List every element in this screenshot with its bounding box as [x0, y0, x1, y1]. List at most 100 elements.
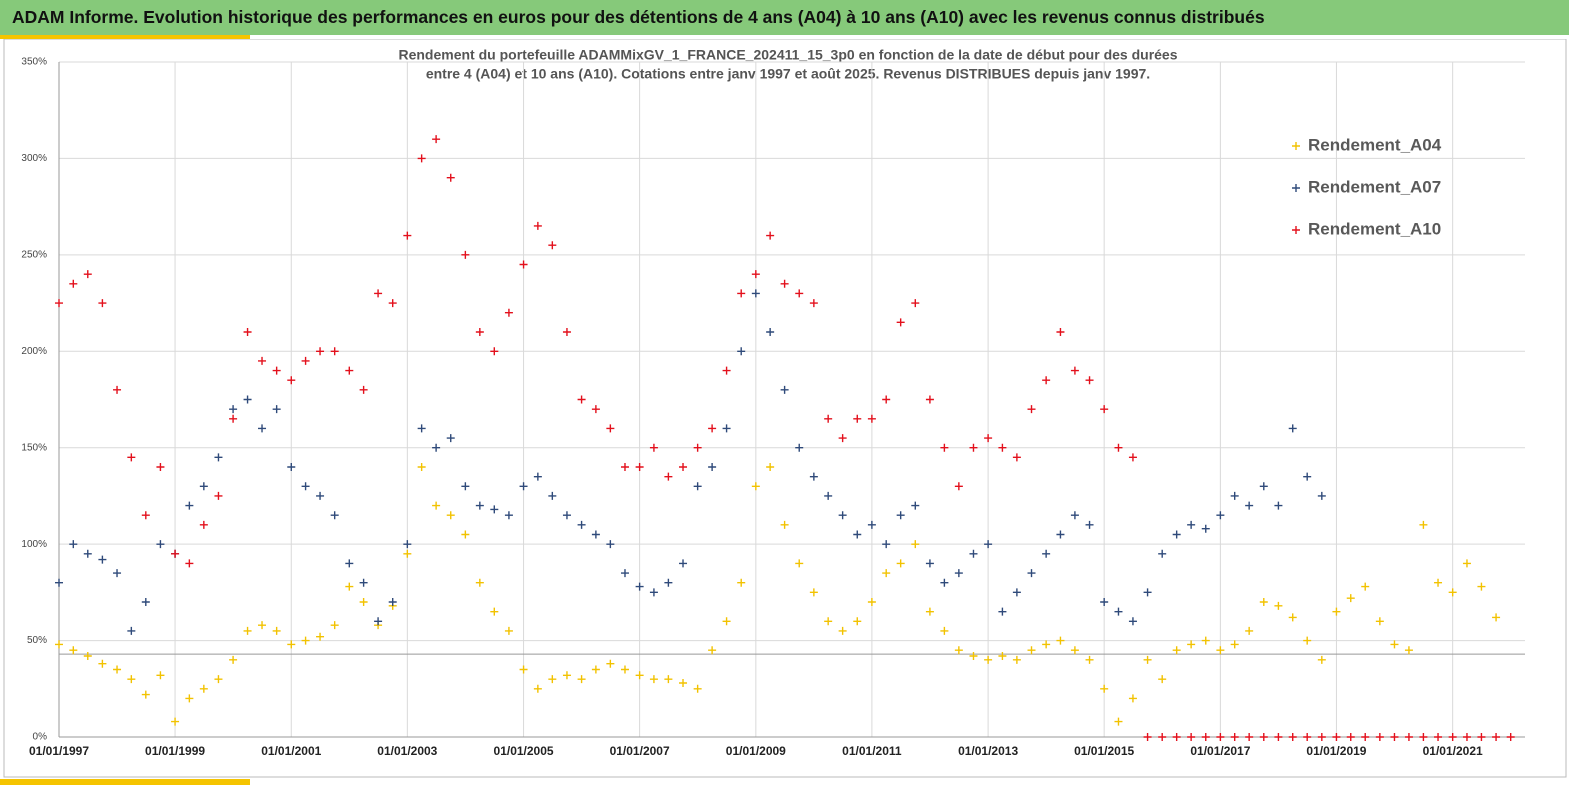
data-point — [98, 555, 107, 564]
data-point — [243, 328, 252, 336]
data-point — [1245, 626, 1254, 635]
data-point — [1375, 733, 1384, 741]
data-point — [1375, 617, 1384, 626]
page-title: ADAM Informe. Evolution historique des p… — [12, 7, 1265, 27]
data-point — [432, 443, 441, 452]
data-point — [243, 626, 252, 635]
data-point — [1317, 655, 1326, 664]
data-point — [649, 588, 658, 597]
legend-label: Rendement_A07 — [1308, 177, 1441, 196]
data-point — [562, 511, 571, 520]
data-point — [533, 472, 542, 481]
data-point — [882, 395, 891, 404]
data-point — [316, 632, 325, 641]
data-point — [258, 356, 267, 365]
data-point — [780, 279, 789, 288]
data-point — [1230, 733, 1239, 741]
data-point — [113, 385, 122, 394]
data-point — [141, 690, 150, 699]
header-bar: ADAM Informe. Evolution historique des p… — [0, 0, 1569, 35]
data-point — [533, 684, 542, 693]
data-point — [1027, 405, 1036, 414]
data-point — [998, 607, 1007, 616]
data-point — [664, 472, 673, 481]
data-point — [199, 482, 208, 491]
data-point — [417, 154, 426, 163]
data-point — [1114, 717, 1123, 726]
data-point — [1317, 491, 1326, 500]
data-point — [127, 453, 136, 462]
data-point — [185, 501, 194, 510]
data-point — [127, 675, 136, 684]
data-point — [548, 675, 557, 684]
data-point — [533, 221, 542, 230]
data-point — [1056, 636, 1065, 645]
data-point — [171, 549, 180, 558]
data-point — [1477, 582, 1486, 591]
data-point — [83, 549, 92, 558]
x-tick-label: 01/01/2007 — [610, 744, 670, 758]
data-point — [591, 665, 600, 674]
data-point — [1012, 453, 1021, 462]
data-point — [562, 671, 571, 680]
accent-strip — [0, 35, 250, 39]
data-point — [156, 671, 165, 680]
data-point — [766, 328, 775, 336]
data-point — [475, 328, 484, 336]
data-point — [896, 559, 905, 568]
data-point — [359, 385, 368, 394]
data-point — [287, 640, 296, 649]
data-point — [708, 463, 717, 471]
data-point — [330, 347, 339, 356]
data-point — [577, 675, 586, 684]
data-point — [490, 505, 499, 514]
data-point — [69, 279, 78, 288]
accent-strip — [0, 779, 250, 785]
data-point — [1012, 588, 1021, 597]
data-point — [693, 443, 702, 452]
data-point — [1303, 733, 1312, 741]
data-point — [1158, 675, 1167, 684]
x-tick-label: 01/01/1997 — [29, 744, 89, 758]
data-point — [838, 434, 847, 443]
data-point — [591, 530, 600, 539]
data-point — [1245, 501, 1254, 510]
data-point — [911, 501, 920, 510]
data-point — [1100, 598, 1109, 606]
data-point — [229, 405, 238, 414]
data-point — [403, 549, 412, 558]
data-point — [867, 598, 876, 606]
y-tick-label: 50% — [27, 635, 47, 646]
data-point — [809, 472, 818, 481]
data-point — [69, 646, 78, 655]
legend-marker — [1292, 142, 1300, 150]
data-point — [475, 578, 484, 587]
data-point — [127, 626, 136, 635]
data-point — [1492, 733, 1501, 741]
data-point — [620, 569, 629, 578]
data-point — [606, 659, 615, 668]
data-point — [287, 463, 296, 471]
data-point — [591, 405, 600, 414]
data-point — [1042, 549, 1051, 558]
data-point — [345, 559, 354, 568]
data-point — [504, 626, 513, 635]
data-point — [693, 482, 702, 491]
y-tick-label: 300% — [21, 153, 47, 164]
data-point — [1288, 424, 1297, 433]
data-point — [55, 578, 63, 587]
data-point — [853, 530, 862, 539]
data-point — [577, 395, 586, 404]
data-point — [1506, 733, 1515, 741]
data-point — [1201, 636, 1210, 645]
data-point — [214, 491, 223, 500]
x-tick-label: 01/01/2013 — [958, 744, 1018, 758]
data-point — [1158, 733, 1167, 741]
data-point — [1027, 569, 1036, 578]
data-point — [722, 424, 731, 433]
data-point — [1027, 646, 1036, 655]
data-point — [954, 646, 963, 655]
data-point — [461, 250, 470, 259]
data-point — [1201, 524, 1210, 533]
x-tick-label: 01/01/2021 — [1423, 744, 1483, 758]
